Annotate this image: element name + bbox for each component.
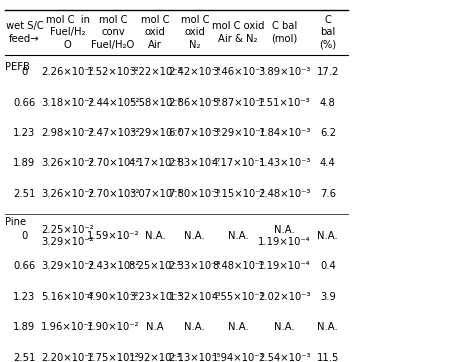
Text: 1.19×10⁻⁴: 1.19×10⁻⁴ — [258, 237, 311, 247]
Text: 2.54×10⁻³: 2.54×10⁻³ — [258, 353, 311, 362]
Text: 3.26×10⁻²: 3.26×10⁻² — [41, 159, 94, 168]
Text: N.A.: N.A. — [318, 231, 338, 241]
Text: 3.29×10⁻²: 3.29×10⁻² — [41, 261, 94, 272]
Text: 1.75×10⁻²: 1.75×10⁻² — [87, 353, 139, 362]
Text: 3.9: 3.9 — [320, 292, 336, 302]
Text: 2.20×10⁻²: 2.20×10⁻² — [41, 353, 94, 362]
Text: mol C
oxid
Air: mol C oxid Air — [141, 15, 169, 50]
Text: 3.15×10⁻³: 3.15×10⁻³ — [212, 189, 264, 199]
Text: 0: 0 — [21, 231, 28, 241]
Text: 3.07×10⁻³: 3.07×10⁻³ — [129, 189, 181, 199]
Text: 2.43×10⁻²: 2.43×10⁻² — [87, 261, 139, 272]
Text: N.A.: N.A. — [145, 231, 165, 241]
Text: 2.98×10⁻²: 2.98×10⁻² — [41, 128, 94, 138]
Text: N.A.: N.A. — [274, 225, 295, 235]
Text: 3.23×10⁻³: 3.23×10⁻³ — [129, 292, 181, 302]
Text: 2.47×10⁻²: 2.47×10⁻² — [87, 128, 139, 138]
Text: 2.86×10⁻⁴: 2.86×10⁻⁴ — [169, 98, 221, 108]
Text: 2.70×10⁻²: 2.70×10⁻² — [87, 189, 139, 199]
Text: 7.80×10⁻⁵: 7.80×10⁻⁵ — [169, 189, 221, 199]
Text: 2.13×10⁻⁵: 2.13×10⁻⁵ — [169, 353, 221, 362]
Text: 1.23: 1.23 — [13, 292, 35, 302]
Text: 1.59×10⁻²: 1.59×10⁻² — [87, 231, 139, 241]
Text: 3.18×10⁻²: 3.18×10⁻² — [41, 98, 94, 108]
Text: 0.4: 0.4 — [320, 261, 336, 272]
Text: 5.58×10⁻³: 5.58×10⁻³ — [129, 98, 181, 108]
Text: 1.96×10⁻²: 1.96×10⁻² — [41, 322, 94, 332]
Text: 3.26×10⁻²: 3.26×10⁻² — [41, 189, 94, 199]
Text: N.A.: N.A. — [184, 322, 205, 332]
Text: mol C  in
Fuel/H₂
O: mol C in Fuel/H₂ O — [46, 15, 89, 50]
Text: C
bal
(%): C bal (%) — [319, 15, 337, 50]
Text: 11.5: 11.5 — [317, 353, 339, 362]
Text: 1.84×10⁻³: 1.84×10⁻³ — [259, 128, 311, 138]
Text: Pine: Pine — [5, 217, 26, 227]
Text: 2.25×10⁻²: 2.25×10⁻² — [41, 225, 94, 235]
Text: 3.29×10⁻²: 3.29×10⁻² — [41, 237, 94, 247]
Text: N.A.: N.A. — [318, 322, 338, 332]
Text: 1.89: 1.89 — [13, 159, 35, 168]
Text: N.A.: N.A. — [228, 231, 248, 241]
Text: 2.44×10⁻²: 2.44×10⁻² — [87, 98, 139, 108]
Text: 3.22×10⁻³: 3.22×10⁻³ — [129, 67, 181, 77]
Text: 17.2: 17.2 — [317, 67, 339, 77]
Text: 1.94×10⁻³: 1.94×10⁻³ — [212, 353, 264, 362]
Text: 3.29×10⁻³: 3.29×10⁻³ — [212, 128, 264, 138]
Text: N.A.: N.A. — [228, 322, 248, 332]
Text: 2.51: 2.51 — [13, 353, 35, 362]
Text: 8.48×10⁻³: 8.48×10⁻³ — [212, 261, 264, 272]
Text: mol C
oxid
N₂: mol C oxid N₂ — [181, 15, 209, 50]
Text: 1.43×10⁻³: 1.43×10⁻³ — [259, 159, 311, 168]
Text: 2.26×10⁻²: 2.26×10⁻² — [41, 67, 94, 77]
Text: 2.51: 2.51 — [13, 189, 35, 199]
Text: 5.16×10⁻²: 5.16×10⁻² — [41, 292, 94, 302]
Text: 4.17×10⁻³: 4.17×10⁻³ — [129, 159, 181, 168]
Text: 0.66: 0.66 — [13, 261, 35, 272]
Text: 4.90×10⁻²: 4.90×10⁻² — [87, 292, 139, 302]
Text: 1.32×10⁻³: 1.32×10⁻³ — [169, 292, 221, 302]
Text: PEFB: PEFB — [5, 62, 30, 72]
Text: 4.4: 4.4 — [320, 159, 336, 168]
Text: 1.89: 1.89 — [13, 322, 35, 332]
Text: 2.33×10⁻⁴: 2.33×10⁻⁴ — [169, 261, 221, 272]
Text: 6.07×10⁻⁶: 6.07×10⁻⁶ — [169, 128, 221, 138]
Text: mol C oxid
Air & N₂: mol C oxid Air & N₂ — [212, 21, 264, 44]
Text: 1.92×10⁻³: 1.92×10⁻³ — [129, 353, 181, 362]
Text: 2.70×10⁻²: 2.70×10⁻² — [87, 159, 139, 168]
Text: N.A.: N.A. — [184, 231, 205, 241]
Text: 2.42×10⁻⁴: 2.42×10⁻⁴ — [169, 67, 221, 77]
Text: 1.19×10⁻⁴: 1.19×10⁻⁴ — [258, 261, 311, 272]
Text: 1.23: 1.23 — [13, 128, 35, 138]
Text: 2.83×10⁻⁷: 2.83×10⁻⁷ — [169, 159, 221, 168]
Text: mol C
conv
Fuel/H₂O: mol C conv Fuel/H₂O — [91, 15, 135, 50]
Text: wet S/C
feed→: wet S/C feed→ — [6, 21, 43, 44]
Text: N.A.: N.A. — [274, 322, 295, 332]
Text: 0: 0 — [21, 67, 28, 77]
Text: 3.89×10⁻³: 3.89×10⁻³ — [259, 67, 311, 77]
Text: 2.48×10⁻³: 2.48×10⁻³ — [259, 189, 311, 199]
Text: 0.66: 0.66 — [13, 98, 35, 108]
Text: 6.2: 6.2 — [320, 128, 336, 138]
Text: 7.6: 7.6 — [320, 189, 336, 199]
Text: C bal
(mol): C bal (mol) — [272, 21, 298, 44]
Text: 4.55×10⁻³: 4.55×10⁻³ — [212, 292, 264, 302]
Text: 8.25×10⁻³: 8.25×10⁻³ — [129, 261, 181, 272]
Text: 3.29×10⁻³: 3.29×10⁻³ — [129, 128, 181, 138]
Text: N.A: N.A — [146, 322, 164, 332]
Text: 1.51×10⁻³: 1.51×10⁻³ — [258, 98, 311, 108]
Text: 3.46×10⁻³: 3.46×10⁻³ — [212, 67, 264, 77]
Text: 4.17×10⁻³: 4.17×10⁻³ — [212, 159, 264, 168]
Text: 4.8: 4.8 — [320, 98, 336, 108]
Text: 1.52×10⁻²: 1.52×10⁻² — [87, 67, 139, 77]
Text: 1.90×10⁻²: 1.90×10⁻² — [87, 322, 139, 332]
Text: 2.02×10⁻³: 2.02×10⁻³ — [258, 292, 311, 302]
Text: 5.87×10⁻³: 5.87×10⁻³ — [212, 98, 264, 108]
